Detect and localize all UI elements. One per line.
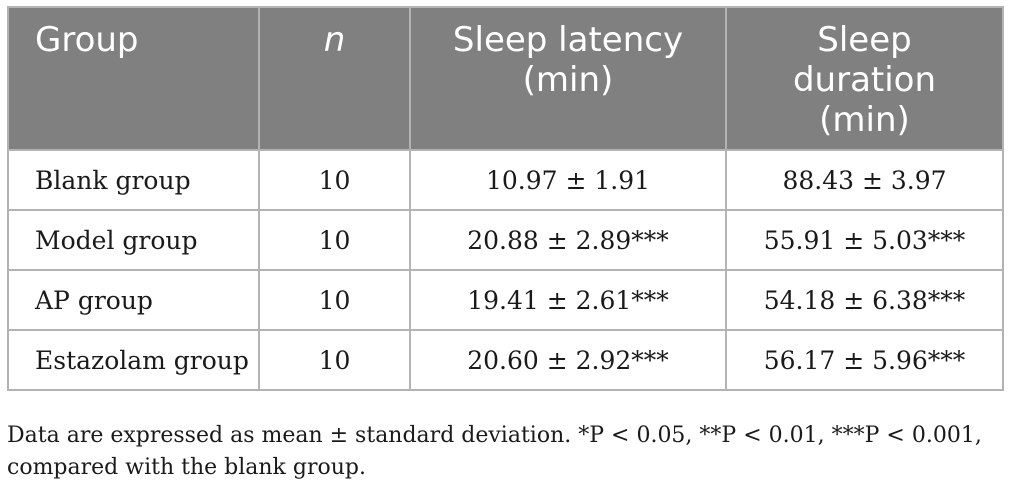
header-n: n <box>258 6 411 151</box>
cell-group: Model group <box>7 209 260 271</box>
header-sleep-latency: Sleep latency (min) <box>409 6 727 151</box>
header-sleep-latency-line2: (min) <box>522 60 614 100</box>
cell-sleep-duration: 54.18 ± 6.38*** <box>725 269 1004 331</box>
sleep-results-table: Group n Sleep latency (min) Sleep durati… <box>7 6 1004 391</box>
cell-sleep-latency: 20.60 ± 2.92*** <box>409 329 727 391</box>
cell-n: 10 <box>258 329 411 391</box>
cell-group: Blank group <box>7 149 260 211</box>
table-row: Estazolam group 10 20.60 ± 2.92*** 56.17… <box>7 329 1004 391</box>
footnote-line-2: compared with the blank group. <box>7 455 366 480</box>
cell-sleep-duration: 56.17 ± 5.96*** <box>725 329 1004 391</box>
cell-n: 10 <box>258 149 411 211</box>
cell-sleep-latency: 10.97 ± 1.91 <box>409 149 727 211</box>
cell-n: 10 <box>258 209 411 271</box>
header-row: Group n Sleep latency (min) Sleep durati… <box>7 6 1004 151</box>
table-header: Group n Sleep latency (min) Sleep durati… <box>7 6 1004 151</box>
cell-sleep-duration: 55.91 ± 5.03*** <box>725 209 1004 271</box>
table-row: Blank group 10 10.97 ± 1.91 88.43 ± 3.97 <box>7 149 1004 211</box>
cell-sleep-latency: 19.41 ± 2.61*** <box>409 269 727 331</box>
header-sleep-duration-line3: (min) <box>819 100 910 140</box>
header-sleep-duration-line2: duration <box>792 60 937 100</box>
header-group-label: Group <box>35 20 139 60</box>
footnote-line-1: Data are expressed as mean ± standard de… <box>7 423 982 448</box>
header-n-label: n <box>323 20 346 60</box>
cell-group: AP group <box>7 269 260 331</box>
header-sleep-latency-line1: Sleep latency <box>452 20 684 60</box>
results-table-container: Group n Sleep latency (min) Sleep durati… <box>7 6 1004 391</box>
table-row: Model group 10 20.88 ± 2.89*** 55.91 ± 5… <box>7 209 1004 271</box>
header-sleep-duration-line1: Sleep <box>817 20 912 60</box>
cell-group: Estazolam group <box>7 329 260 391</box>
header-sleep-duration: Sleep duration (min) <box>725 6 1004 151</box>
cell-n: 10 <box>258 269 411 331</box>
table-body: Blank group 10 10.97 ± 1.91 88.43 ± 3.97… <box>7 149 1004 391</box>
cell-sleep-latency: 20.88 ± 2.89*** <box>409 209 727 271</box>
header-group: Group <box>7 6 260 151</box>
table-footnote: Data are expressed as mean ± standard de… <box>7 420 1002 484</box>
cell-sleep-duration: 88.43 ± 3.97 <box>725 149 1004 211</box>
table-row: AP group 10 19.41 ± 2.61*** 54.18 ± 6.38… <box>7 269 1004 331</box>
